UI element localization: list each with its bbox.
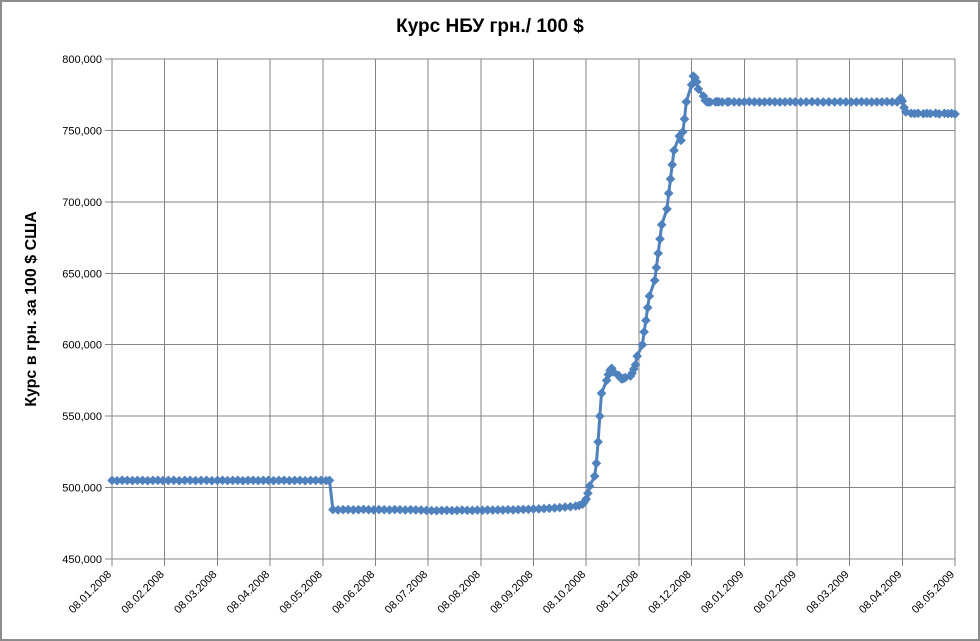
- svg-text:08.05.2008: 08.05.2008: [278, 569, 325, 616]
- svg-text:08.05.2009: 08.05.2009: [910, 569, 957, 616]
- svg-text:550,000: 550,000: [62, 411, 102, 423]
- svg-text:08.01.2008: 08.01.2008: [67, 569, 114, 616]
- svg-text:08.09.2008: 08.09.2008: [488, 569, 535, 616]
- svg-text:08.04.2008: 08.04.2008: [225, 569, 272, 616]
- svg-text:08.10.2008: 08.10.2008: [541, 569, 588, 616]
- svg-text:800,000: 800,000: [62, 54, 102, 66]
- svg-text:08.03.2008: 08.03.2008: [172, 569, 219, 616]
- svg-text:08.08.2008: 08.08.2008: [436, 569, 483, 616]
- svg-text:600,000: 600,000: [62, 340, 102, 352]
- x-axis-tick-labels: 08.01.2008 08.02.2008 08.03.2008 08.04.2008…: [67, 569, 957, 616]
- svg-text:08.02.2008: 08.02.2008: [119, 569, 166, 616]
- svg-text:08.02.2009: 08.02.2009: [752, 569, 799, 616]
- data-series-markers: [107, 71, 960, 516]
- svg-text:08.12.2008: 08.12.2008: [646, 569, 693, 616]
- svg-text:450,000: 450,000: [62, 554, 102, 566]
- svg-text:750,000: 750,000: [62, 125, 102, 137]
- svg-text:08.07.2008: 08.07.2008: [383, 569, 430, 616]
- svg-text:08.11.2008: 08.11.2008: [594, 569, 641, 616]
- svg-text:500,000: 500,000: [62, 483, 102, 495]
- y-axis-tick-labels: 800,000 750,000 700,000 650,000 600,000 550,0…: [62, 54, 102, 566]
- svg-text:08.06.2008: 08.06.2008: [330, 569, 377, 616]
- svg-text:08.03.2009: 08.03.2009: [804, 569, 851, 616]
- chart-title: Курс НБУ грн./ 100 $: [396, 16, 584, 37]
- svg-text:08.04.2009: 08.04.2009: [857, 569, 904, 616]
- axis-ticks: [105, 58, 956, 566]
- svg-text:650,000: 650,000: [62, 268, 102, 280]
- svg-text:700,000: 700,000: [62, 197, 102, 209]
- svg-text:08.01.2009: 08.01.2009: [699, 569, 746, 616]
